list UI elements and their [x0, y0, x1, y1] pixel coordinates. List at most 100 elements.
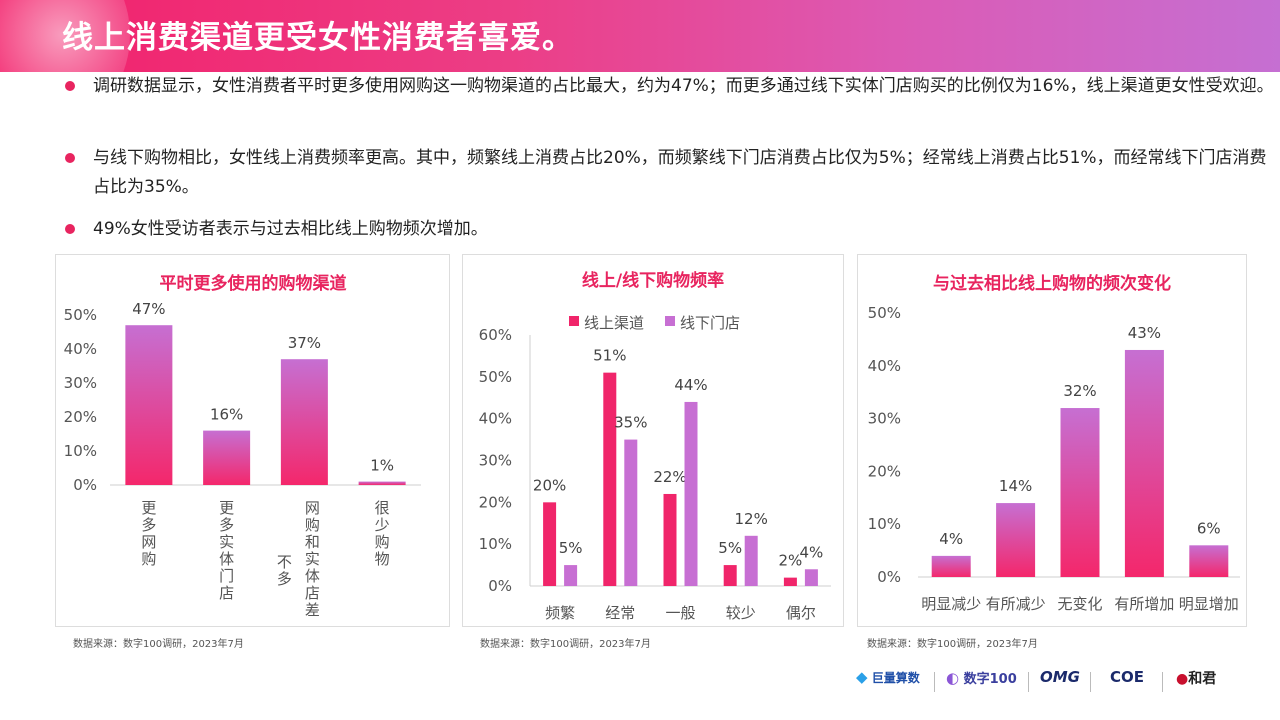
y-tick-label: 60%	[479, 326, 512, 344]
data-label: 12%	[735, 510, 768, 528]
chart-change: 与过去相比线上购物的频次变化 0% 10% 20% 30% 40% 50% 4% 明显减少 14%…	[868, 273, 1240, 613]
data-label: 5%	[559, 539, 583, 557]
bar-offline	[804, 569, 818, 586]
data-label: 16%	[210, 406, 243, 424]
y-tick-label: 40%	[64, 340, 97, 358]
data-label: 32%	[1063, 382, 1096, 400]
data-label: 4%	[939, 530, 963, 548]
bullet-text: 49%女性受访者表示与过去相比线上购物频次增加。	[93, 219, 488, 239]
logo-shuzi100: ◐ 数字100	[946, 669, 1017, 687]
bar-offline	[564, 565, 578, 586]
x-category-label: 一般	[665, 604, 695, 622]
data-label: 2%	[779, 552, 803, 570]
x-category-label: 实	[219, 533, 234, 551]
y-tick-label: 20%	[64, 408, 97, 426]
x-category-label: 有所减少	[986, 595, 1046, 613]
logo-omg: OMG	[1040, 668, 1080, 686]
chart-channel: 平时更多使用的购物渠道 0% 10% 20% 30% 40% 50% 47% 16% 37% 1% 更…	[64, 273, 421, 619]
y-tick-label: 50%	[64, 306, 97, 324]
bullet-item: 与线下购物相比，女性线上消费频率更高。其中，频繁线上消费占比20%，而频繁线下门…	[62, 144, 1278, 202]
chart-panel-change: 与过去相比线上购物的频次变化 0% 10% 20% 30% 40% 50% 4% 明显减少 14%…	[857, 254, 1247, 627]
x-category-label: 经常	[605, 604, 635, 622]
logo-divider	[1090, 672, 1091, 692]
data-label: 6%	[1197, 519, 1221, 537]
logo-divider	[1162, 672, 1163, 692]
x-category-label: 少	[375, 516, 390, 534]
y-tick-label: 30%	[479, 452, 512, 470]
source-note: 数据来源：数字100调研，2023年7月	[73, 639, 244, 650]
bar-offline	[624, 439, 638, 586]
bar	[125, 325, 173, 485]
y-tick-label: 50%	[868, 304, 901, 322]
bar-online	[723, 565, 737, 586]
bullet-item: 调研数据显示，女性消费者平时更多使用网购这一购物渠道的占比最大，约为47%；而更…	[62, 72, 1278, 101]
x-category-label: 明显增加	[1179, 595, 1239, 613]
x-category-label: 门	[219, 567, 234, 585]
bar	[203, 430, 251, 485]
bar	[1060, 408, 1100, 577]
data-label: 47%	[132, 300, 165, 318]
bar	[280, 359, 328, 485]
legend-swatch	[569, 316, 579, 326]
x-category-label: 店	[305, 584, 320, 602]
logo-coe: COE	[1110, 668, 1145, 686]
logo-divider	[934, 672, 935, 692]
x-category-label: 购	[141, 550, 156, 568]
data-label: 5%	[718, 539, 742, 557]
x-category-label: 体	[305, 567, 320, 585]
bar-online	[783, 577, 797, 586]
x-category-label: 购	[305, 516, 320, 534]
x-category-label: 店	[219, 584, 234, 602]
data-label: 14%	[999, 477, 1032, 495]
y-tick-label: 0%	[73, 476, 97, 494]
source-note: 数据来源：数字100调研，2023年7月	[867, 639, 1038, 650]
bullet-dot	[65, 153, 75, 163]
bullet-text: 与线下购物相比，女性线上消费频率更高。其中，频繁线上消费占比20%，而频繁线下门…	[93, 148, 1267, 197]
x-category-label: 多	[219, 516, 234, 534]
y-tick-label: 40%	[868, 357, 901, 375]
x-category-label: 更	[141, 499, 156, 517]
bar-online	[663, 493, 677, 586]
x-category-label: 无变化	[1057, 595, 1102, 613]
data-label: 1%	[370, 457, 394, 475]
x-category-label: 体	[219, 550, 234, 568]
y-tick-label: 0%	[877, 568, 901, 586]
data-label: 37%	[288, 334, 321, 352]
x-category-label: 网	[305, 499, 320, 517]
data-label: 44%	[674, 376, 707, 394]
y-tick-label: 10%	[64, 442, 97, 460]
x-category-label: 购	[375, 533, 390, 551]
x-category-label: 有所增加	[1114, 595, 1174, 613]
x-category-label: 偶尔	[786, 604, 816, 622]
banner-decoration	[0, 0, 130, 72]
y-tick-label: 10%	[479, 535, 512, 553]
chart-title: 线上/线下购物频率	[582, 270, 724, 291]
logo-hejun: ●和君	[1176, 671, 1217, 687]
x-category-label: 网	[141, 533, 156, 551]
data-label: 22%	[653, 468, 686, 486]
bullet-item: 49%女性受访者表示与过去相比线上购物频次增加。	[62, 215, 1278, 244]
y-tick-label: 20%	[479, 493, 512, 511]
source-note: 数据来源：数字100调研，2023年7月	[480, 639, 651, 650]
y-tick-label: 40%	[479, 410, 512, 428]
title-banner: 线上消费渠道更受女性消费者喜爱。	[0, 0, 1280, 72]
x-category-label: 多	[277, 570, 292, 588]
legend-swatch	[665, 316, 675, 326]
x-category-label: 实	[305, 550, 320, 568]
data-label: 35%	[614, 414, 647, 432]
logo-divider	[1028, 672, 1029, 692]
y-tick-label: 50%	[479, 368, 512, 386]
chart-title: 与过去相比线上购物的频次变化	[933, 273, 1171, 294]
bar-online	[543, 502, 557, 586]
x-category-label: 较少	[726, 604, 756, 622]
data-label: 43%	[1128, 324, 1161, 342]
bullet-dot	[65, 224, 75, 234]
bar-offline	[744, 535, 758, 586]
bar-offline	[684, 401, 698, 586]
x-category-label: 不	[277, 553, 292, 571]
x-category-label: 很	[375, 499, 390, 517]
bar	[1124, 349, 1164, 577]
bar	[358, 481, 406, 485]
page-title: 线上消费渠道更受女性消费者喜爱。	[62, 20, 574, 56]
